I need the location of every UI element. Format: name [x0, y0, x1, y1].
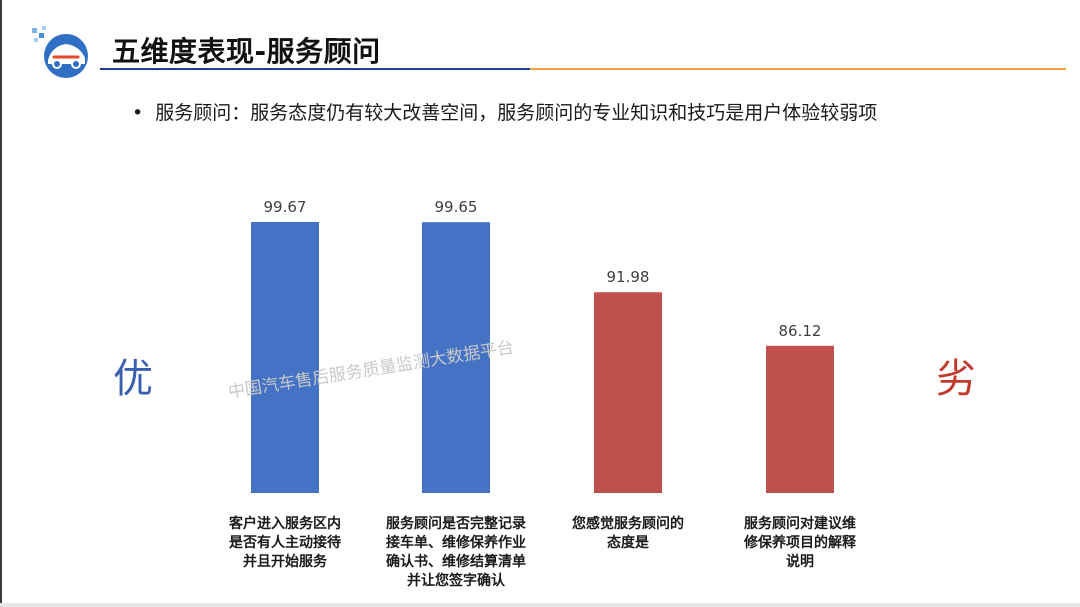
title-rule-blue	[100, 68, 530, 70]
category-label-line: 并让您签字确认	[407, 573, 505, 589]
category-label-line: 并且开始服务	[243, 554, 327, 570]
category-label-line: 说明	[786, 554, 814, 570]
bar-2	[422, 222, 490, 493]
category-label-1: 客户进入服务区内 是否有人主动接待 并且开始服务	[195, 515, 375, 572]
bar-value-label-2: 99.65	[435, 198, 478, 216]
category-label-2: 服务顾问是否完整记录 接车单、维修保养作业 确认书、维修结算清单 并让您签字确认	[366, 515, 546, 591]
car-service-logo-icon	[32, 26, 88, 78]
category-label-line: 是否有人主动接待	[229, 535, 341, 551]
category-label-line: 接车单、维修保养作业	[386, 535, 526, 551]
category-label-4: 服务顾问对建议维 修保养项目的解释 说明	[710, 515, 890, 572]
page-title: 五维度表现-服务顾问	[112, 35, 381, 68]
worst-side-label: 劣	[936, 356, 976, 402]
bar-value-label-4: 86.12	[779, 322, 822, 340]
category-label-line: 修保养项目的解释	[744, 535, 856, 551]
category-label-line: 服务顾问对建议维	[744, 516, 856, 532]
category-label-line: 确认书、维修结算清单	[386, 554, 526, 570]
bar-4	[766, 345, 834, 493]
category-label-line: 态度是	[607, 535, 649, 551]
bar-1	[251, 222, 319, 493]
best-side-label: 优	[113, 356, 153, 402]
title-rule-orange	[530, 68, 1066, 70]
category-label-3: 您感觉服务顾问的 态度是	[538, 515, 718, 553]
left-border	[0, 0, 2, 607]
summary-text: 服务顾问：服务态度仍有较大改善空间，服务顾问的专业知识和技巧是用户体验较弱项	[155, 102, 878, 124]
category-label-line: 服务顾问是否完整记录	[386, 516, 526, 532]
bullet-mark: •	[132, 102, 144, 124]
bottom-border	[0, 603, 1080, 607]
category-label-line: 客户进入服务区内	[229, 516, 341, 532]
category-label-line: 您感觉服务顾问的	[572, 516, 684, 532]
summary-bullet: • 服务顾问：服务态度仍有较大改善空间，服务顾问的专业知识和技巧是用户体验较弱项	[132, 98, 877, 125]
bar-value-label-3: 91.98	[607, 268, 650, 286]
bar-value-label-1: 99.67	[264, 198, 307, 216]
bar-3	[594, 292, 662, 493]
